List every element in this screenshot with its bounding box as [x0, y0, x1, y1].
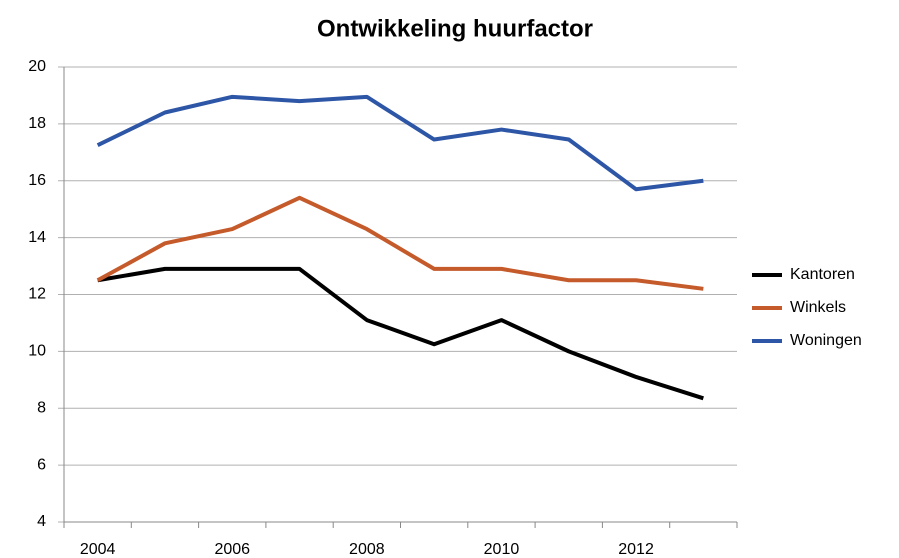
line-series: [96, 195, 704, 291]
y-tick-label: 14: [28, 229, 46, 246]
y-tick-label: 12: [28, 286, 46, 303]
y-tick-label: 16: [28, 172, 46, 189]
y-tick-label: 4: [37, 513, 46, 530]
y-tick-label: 10: [28, 343, 46, 360]
line-series: [97, 266, 704, 401]
line-series: [96, 94, 704, 192]
chart-title: Ontwikkeling huurfactor: [317, 15, 593, 42]
x-tick-label: 2010: [484, 541, 520, 558]
y-tick-label: 8: [37, 399, 46, 416]
y-tick-label: 18: [28, 115, 46, 132]
legend-label: Woningen: [790, 332, 862, 349]
y-tick-label: 6: [37, 456, 46, 473]
x-tick-label: 2008: [349, 541, 385, 558]
x-tick-label: 2004: [80, 541, 116, 558]
legend-label: Kantoren: [790, 266, 855, 283]
x-tick-label: 2006: [214, 541, 250, 558]
y-tick-label: 20: [28, 58, 46, 75]
x-tick-label: 2012: [618, 541, 654, 558]
legend-label: Winkels: [790, 299, 846, 316]
